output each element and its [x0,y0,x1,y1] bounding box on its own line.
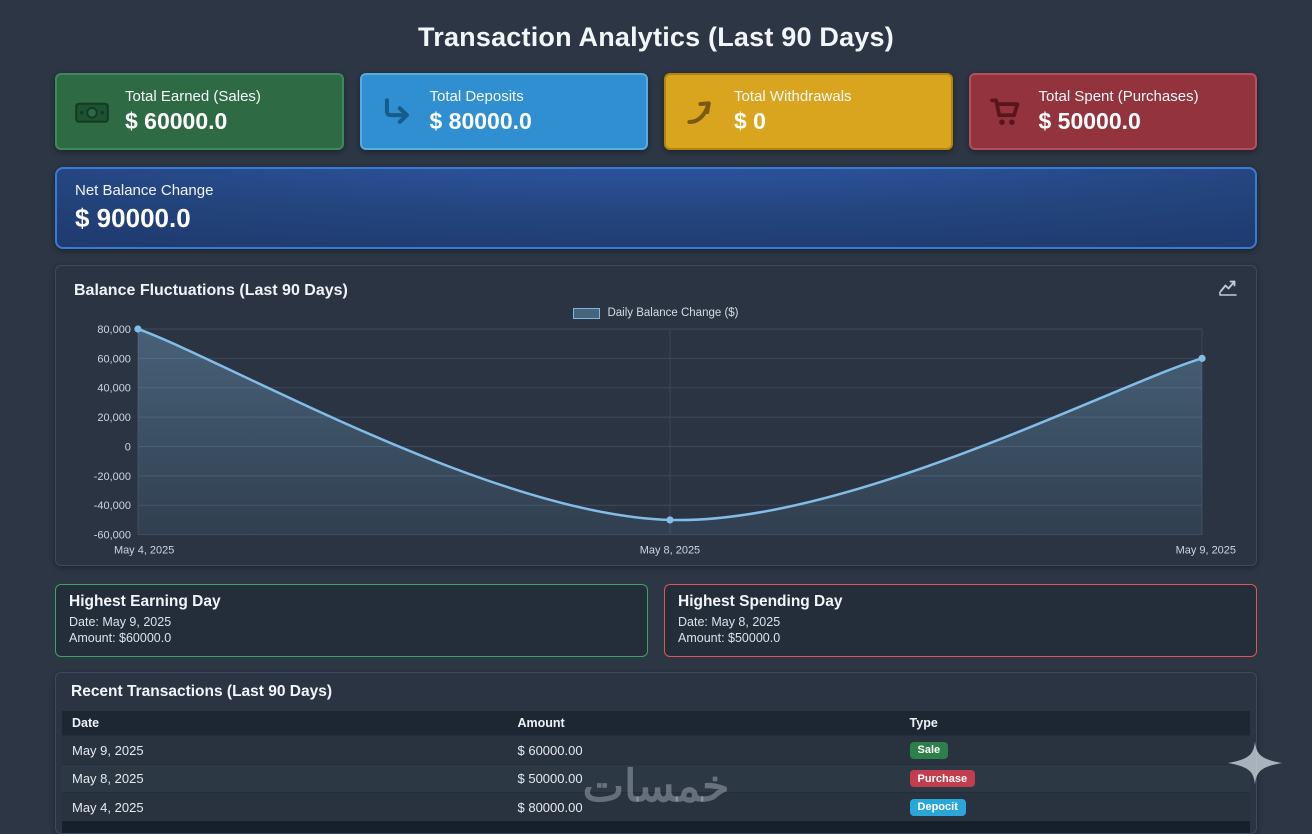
stat-card-total-deposits: Total Deposits $ 80000.0 [359,73,648,150]
highlight-date: Date: May 8, 2025 [678,614,781,629]
page-title: Transaction Analytics (Last 90 Days) [418,22,894,52]
net-balance-card: Net Balance Change $ 90000.0 [55,167,1257,249]
stat-value: $ 0 [734,108,766,134]
stat-label: Total Deposits [429,88,524,105]
table-cut-row [62,820,1250,833]
stat-label: Total Withdrawals [734,88,852,105]
balance-chart-panel: Balance Fluctuations (Last 90 Days) Dail… [55,265,1257,566]
highlight-amount: Amount: $60000.0 [69,631,172,646]
svg-text:20,000: 20,000 [97,412,131,424]
stat-label: Total Earned (Sales) [125,88,261,105]
type-badge: Purchase [909,770,976,788]
recent-transactions-panel: Recent Transactions (Last 90 Days) Date … [55,672,1257,834]
column-header-date: Date [62,711,508,736]
net-balance-label: Net Balance Change [75,182,214,199]
stat-value: $ 60000.0 [125,108,228,134]
banknote-icon [74,94,110,130]
highlight-title: Highest Earning Day [69,592,221,610]
stat-text: Total Deposits $ 80000.0 [430,88,532,135]
highest-earning-day-card: Highest Earning Day Date: May 9, 2025 Am… [55,583,648,658]
svg-text:-20,000: -20,000 [94,471,131,483]
stat-text: Total Withdrawals $ 0 [734,88,852,135]
column-header-amount: Amount [507,711,900,736]
highlights-row: Highest Earning Day Date: May 9, 2025 Am… [55,583,1257,658]
highlight-title: Highest Spending Day [678,592,843,610]
svg-text:40,000: 40,000 [97,383,131,395]
table-row: May 9, 2025 $ 60000.00 Sale [62,735,1250,765]
deposit-arrow-icon [379,94,415,130]
table-row: May 8, 2025 $ 50000.00 Purchase [62,763,1250,793]
stat-value: $ 80000.0 [429,108,532,134]
highest-spending-day-card: Highest Spending Day Date: May 8, 2025 A… [664,583,1257,658]
type-badge: Sale [909,741,949,759]
type-badge: Depocit [909,798,966,816]
legend-label: Daily Balance Change ($) [607,307,739,319]
cell-amount: $ 50000.00 [507,763,900,793]
cell-type: Sale [899,735,1250,765]
chart-title: Balance Fluctuations (Last 90 Days) [74,281,348,299]
chart-panel-header: Balance Fluctuations (Last 90 Days) [74,278,1238,303]
transactions-table: Date Amount Type May 9, 2025 $ 60000.00 … [62,711,1250,821]
balance-line-chart[interactable]: 80,000 60,000 40,000 20,000 0 -20,000 -40,000 -… [74,321,1238,561]
svg-text:60,000: 60,000 [97,353,131,365]
cell-date: May 4, 2025 [62,792,508,821]
net-balance-value: $ 90000.0 [75,203,191,233]
cell-date: May 8, 2025 [62,763,508,793]
svg-text:0: 0 [125,441,131,453]
table-row: May 4, 2025 $ 80000.00 Depocit [62,792,1250,821]
chart-legend[interactable]: Daily Balance Change ($) [74,307,1238,319]
cell-date: May 9, 2025 [62,735,508,765]
cell-amount: $ 60000.00 [507,735,900,765]
highlight-date: Date: May 9, 2025 [69,614,172,629]
cart-icon [988,94,1024,130]
svg-text:May 8, 2025: May 8, 2025 [640,545,700,557]
highlight-amount: Amount: $50000.0 [678,631,781,646]
stat-text: Total Spent (Purchases) $ 50000.0 [1039,88,1199,135]
cell-type: Purchase [899,763,1250,793]
legend-swatch [573,307,601,319]
stats-row: Total Earned (Sales) $ 60000.0 Total Dep… [55,73,1257,150]
svg-text:-60,000: -60,000 [94,530,131,542]
transactions-title: Recent Transactions (Last 90 Days) [71,683,333,701]
cell-amount: $ 80000.00 [507,792,900,821]
table-header-row: Date Amount Type [62,711,1250,736]
stat-card-total-spent: Total Spent (Purchases) $ 50000.0 [968,73,1257,150]
column-header-type: Type [899,711,1250,736]
stat-value: $ 50000.0 [1038,108,1141,134]
stat-card-total-withdrawals: Total Withdrawals $ 0 [664,73,953,150]
stat-text: Total Earned (Sales) $ 60000.0 [125,88,261,135]
withdraw-arrow-icon [683,94,719,130]
svg-text:80,000: 80,000 [97,324,131,336]
svg-text:-40,000: -40,000 [94,500,131,512]
svg-text:May 9, 2025: May 9, 2025 [1176,545,1236,557]
svg-text:May 4, 2025: May 4, 2025 [114,545,174,557]
stat-label: Total Spent (Purchases) [1038,88,1199,105]
stat-card-total-earned: Total Earned (Sales) $ 60000.0 [55,73,344,150]
cell-type: Depocit [899,792,1250,821]
line-chart-icon [1218,278,1238,303]
